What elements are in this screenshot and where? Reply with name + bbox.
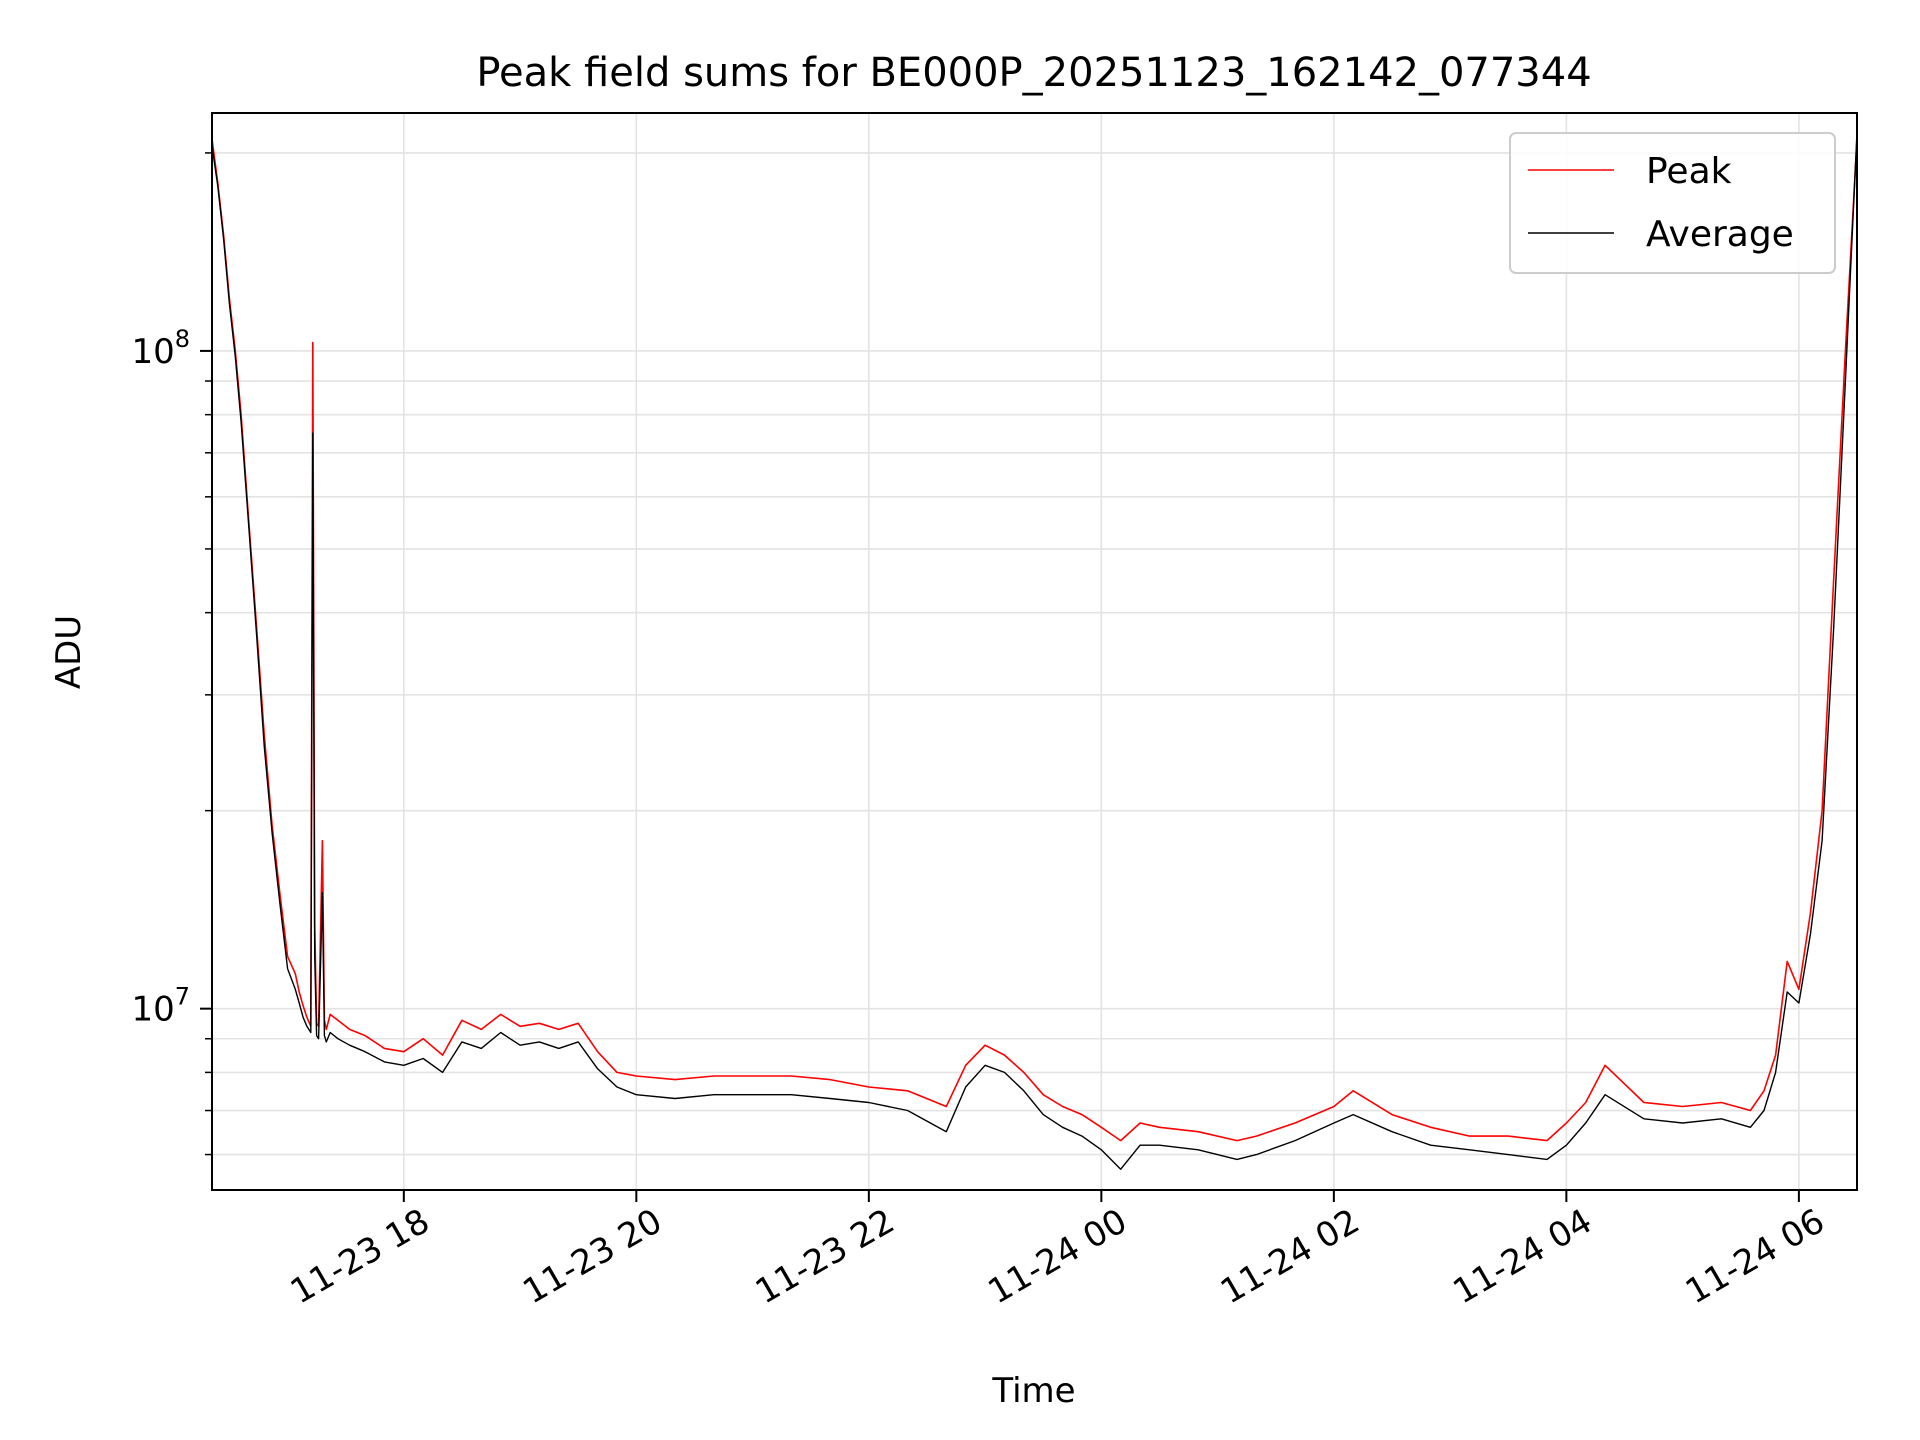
x-tick-label: 11-24 04	[1446, 1201, 1598, 1312]
grid-layer	[212, 113, 1857, 1190]
y-axis: 107 108	[131, 152, 212, 1156]
x-tick-label: 11-24 02	[1214, 1201, 1366, 1312]
series-line-average	[211, 132, 1858, 1170]
x-tick-label: 11-23 22	[749, 1201, 901, 1312]
legend-label-peak: Peak	[1646, 151, 1732, 192]
series-line-peak	[211, 138, 1858, 1142]
x-axis: 11-23 18 11-23 20 11-23 22 11-24 00 11-24 02…	[284, 1190, 1831, 1312]
series-layer	[211, 132, 1858, 1170]
x-tick-label: 11-23 20	[516, 1201, 668, 1312]
y-tick-label: 107	[131, 983, 190, 1030]
chart-title: Peak field sums for BE000P_20251123_1621…	[476, 50, 1591, 96]
x-axis-label: Time	[991, 1371, 1075, 1411]
legend-label-average: Average	[1646, 214, 1794, 255]
legend: Peak Average	[1509, 132, 1836, 274]
y-tick-label: 108	[131, 325, 190, 372]
x-tick-label: 11-23 18	[284, 1201, 436, 1312]
y-axis-label: ADU	[49, 615, 89, 689]
legend-box	[1509, 132, 1836, 274]
plot-frame	[211, 112, 1858, 1191]
x-tick-label: 11-24 06	[1679, 1201, 1831, 1312]
x-tick-label: 11-24 00	[981, 1201, 1133, 1312]
